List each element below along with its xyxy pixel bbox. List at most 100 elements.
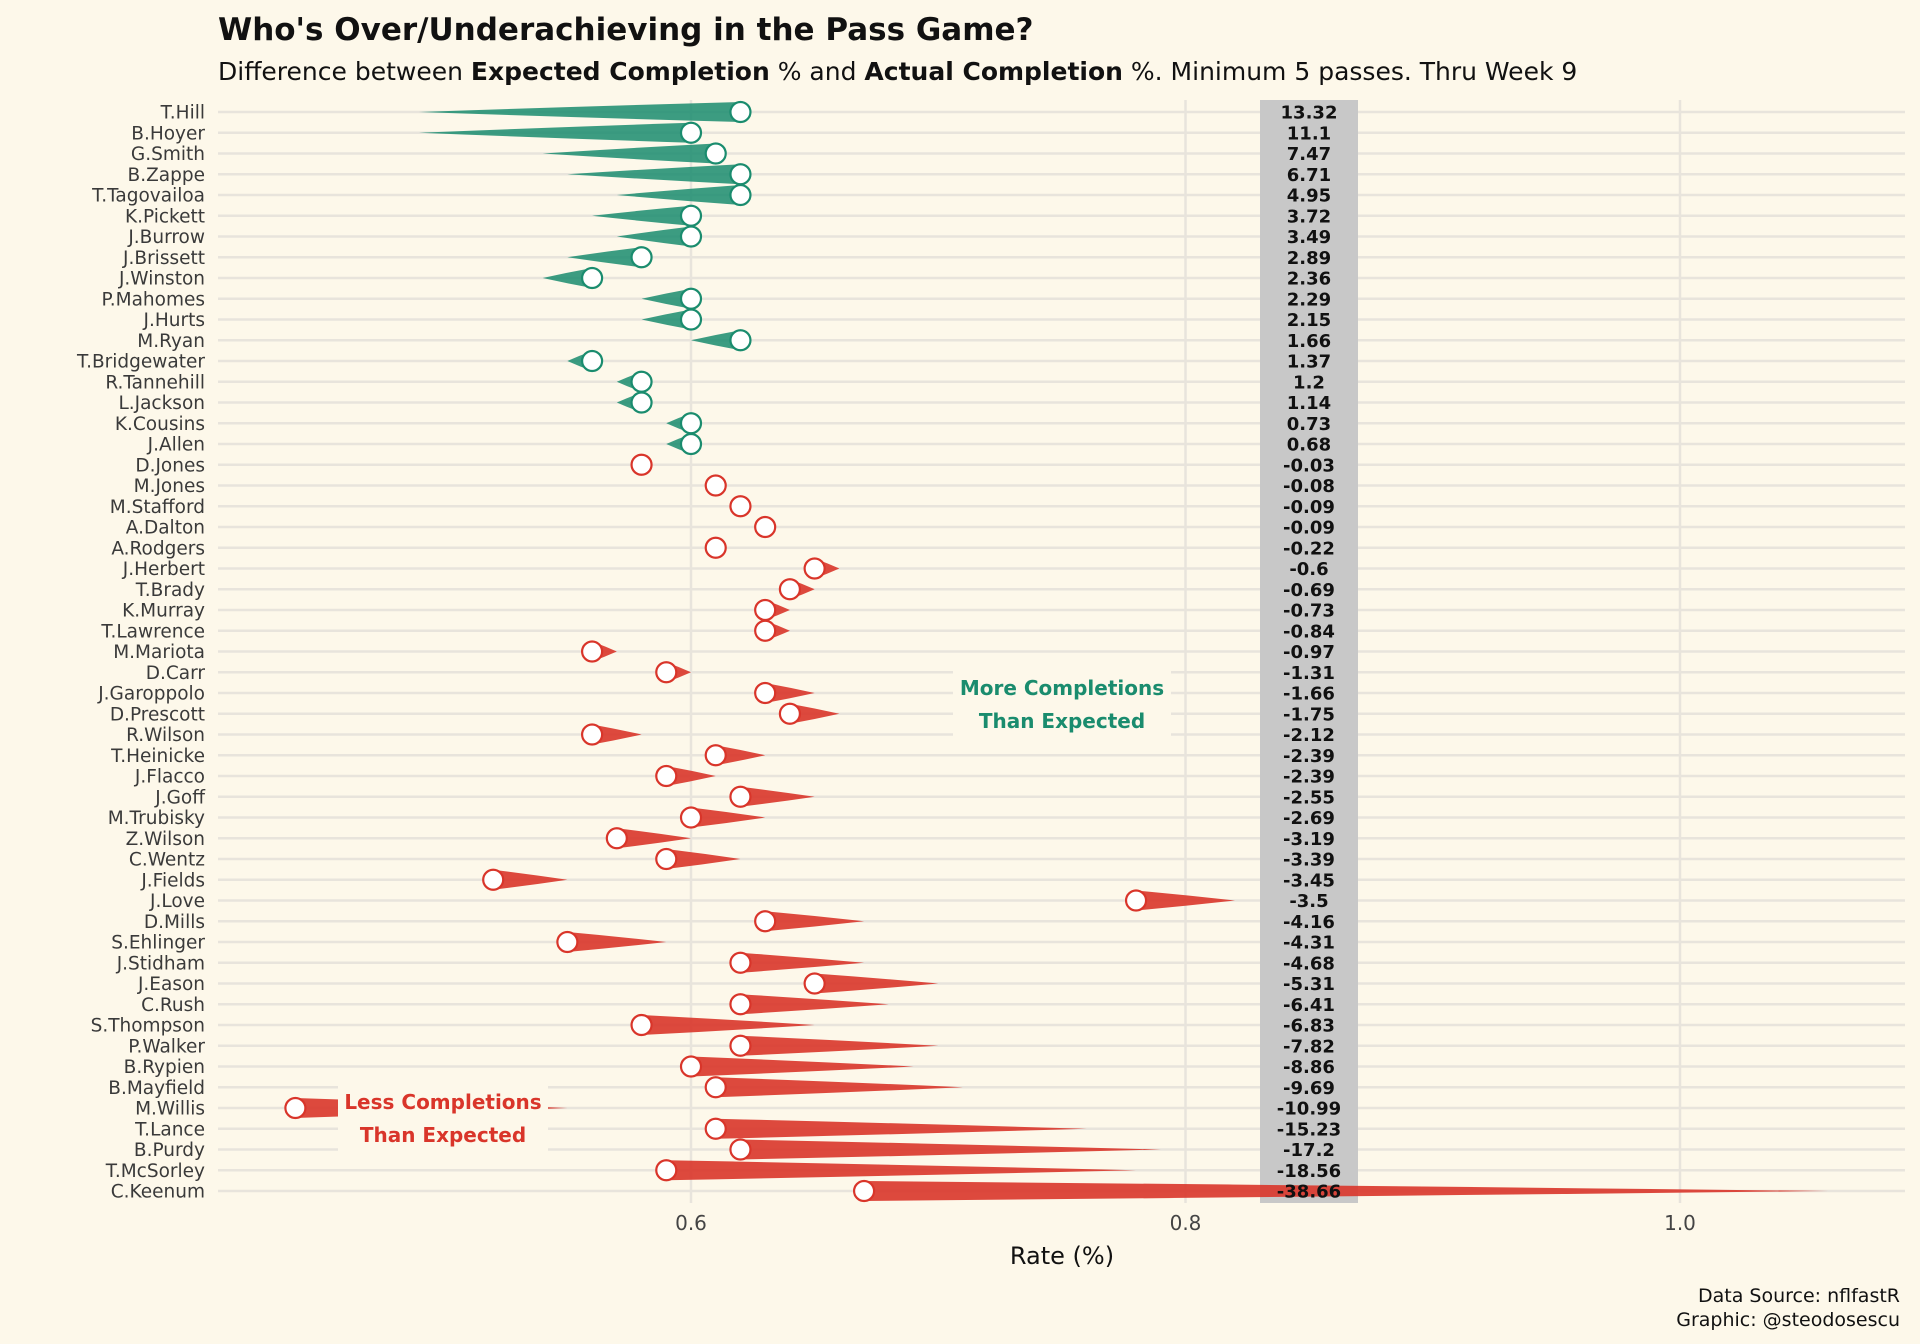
- player-label: P.Mahomes: [101, 289, 205, 310]
- difference-label: -0.69: [1283, 580, 1335, 601]
- actual-point: [729, 495, 752, 518]
- tail-mark: [592, 205, 691, 226]
- player-label: T.Tagovailoa: [91, 186, 205, 207]
- grid-layer: 0.6 0.8 1.0: [218, 100, 1905, 1235]
- actual-point: [679, 204, 703, 227]
- difference-label: 2.36: [1287, 269, 1331, 290]
- chart-subtitle: Difference between Expected Completion %…: [218, 57, 1577, 86]
- tail-mark: [765, 683, 815, 703]
- difference-label: -9.69: [1283, 1078, 1335, 1099]
- actual-point: [630, 1013, 653, 1037]
- actual-point: [580, 640, 604, 663]
- difference-label: -3.39: [1283, 850, 1335, 871]
- actual-point: [754, 598, 777, 622]
- actual-point: [580, 723, 604, 746]
- tail-mark: [641, 288, 691, 309]
- actual-point: [754, 910, 777, 933]
- actual-point: [778, 702, 802, 725]
- x-tick-label: 0.8: [1170, 1211, 1202, 1235]
- tail-mark: [542, 143, 716, 164]
- actual-point: [580, 349, 604, 373]
- actual-point: [679, 412, 703, 435]
- player-label: J.Winston: [118, 269, 205, 290]
- tail-mark: [740, 1035, 939, 1056]
- actual-point: [729, 100, 752, 124]
- actual-point: [803, 557, 826, 580]
- player-label: T.Bridgewater: [76, 352, 205, 373]
- tail-mark: [715, 1077, 963, 1098]
- actual-point: [630, 453, 653, 476]
- difference-label: 6.71: [1287, 165, 1331, 186]
- player-label: T.Lance: [134, 1119, 205, 1140]
- chart-title: Who's Over/Underachieving in the Pass Ga…: [218, 12, 1034, 48]
- player-label: J.Hurts: [143, 310, 205, 331]
- actual-point: [284, 1096, 307, 1120]
- difference-label: -2.55: [1283, 787, 1335, 808]
- tail-mark: [542, 268, 593, 288]
- actual-point: [729, 1034, 752, 1057]
- tail-mark: [616, 185, 741, 205]
- difference-label: 13.32: [1281, 103, 1338, 124]
- difference-label: -1.75: [1283, 704, 1335, 725]
- actual-point: [580, 266, 604, 290]
- actual-point: [754, 515, 777, 539]
- difference-label: -2.39: [1283, 746, 1335, 767]
- difference-label: -3.45: [1283, 870, 1335, 891]
- actual-point: [679, 121, 703, 144]
- player-label: G.Smith: [131, 144, 205, 165]
- difference-label: -3.5: [1289, 891, 1328, 912]
- difference-label: -6.83: [1283, 1016, 1335, 1037]
- difference-label: 0.68: [1287, 435, 1331, 456]
- tail-mark: [691, 330, 741, 351]
- player-label: R.Tannehill: [105, 372, 205, 393]
- annotation-over: More Completions Than Expected: [953, 670, 1171, 738]
- difference-label: 4.95: [1287, 186, 1331, 207]
- player-label: R.Wilson: [126, 725, 205, 746]
- player-label: M.Jones: [134, 476, 205, 497]
- tail-mark: [616, 828, 691, 849]
- difference-label: 7.47: [1287, 144, 1331, 165]
- actual-point: [729, 329, 752, 352]
- player-label: B.Hoyer: [131, 123, 205, 144]
- annotation-under-line2: Than Expected: [360, 1123, 526, 1147]
- actual-point: [852, 1179, 876, 1203]
- player-label: B.Rypien: [124, 1057, 205, 1078]
- player-label: J.Garoppolo: [97, 684, 205, 705]
- player-label: B.Mayfield: [108, 1078, 205, 1099]
- difference-label: -4.31: [1283, 933, 1335, 954]
- difference-label: -1.66: [1283, 684, 1335, 705]
- difference-label: -0.73: [1283, 601, 1335, 622]
- difference-label: -17.2: [1283, 1140, 1335, 1161]
- difference-label: -0.09: [1283, 497, 1335, 518]
- difference-label: -4.68: [1283, 953, 1335, 974]
- player-label: J.Herbert: [122, 559, 205, 580]
- tail-mark: [715, 1118, 1087, 1139]
- tail-mark: [814, 973, 939, 994]
- player-label: L.Jackson: [118, 393, 205, 414]
- difference-label: -1.31: [1283, 663, 1335, 684]
- x-tick-label: 1.0: [1664, 1211, 1696, 1235]
- player-label: D.Mills: [144, 912, 205, 933]
- actual-point: [729, 163, 752, 186]
- difference-label: -6.41: [1283, 995, 1335, 1016]
- player-label: J.Stidham: [116, 953, 205, 974]
- annotation-over-line2: Than Expected: [979, 709, 1145, 733]
- labels-layer: T.Hill 13.32 B.Hoyer 11.1 G.Smith 7.47 B.Zappe…: [76, 103, 1341, 1203]
- actual-point: [679, 225, 703, 248]
- actual-point: [679, 1055, 703, 1078]
- player-label: A.Rodgers: [111, 538, 205, 559]
- player-label: T.McSorley: [105, 1161, 205, 1182]
- tail-mark: [666, 1160, 1137, 1181]
- player-label: C.Wentz: [129, 850, 205, 871]
- tail-mark: [740, 786, 815, 807]
- player-label: T.Hill: [160, 103, 205, 124]
- difference-label: -3.19: [1283, 829, 1335, 850]
- tail-mark: [740, 994, 889, 1015]
- annotation-over-background: [953, 670, 1171, 738]
- player-label: K.Pickett: [125, 206, 205, 227]
- actual-point: [655, 847, 678, 871]
- tail-mark: [740, 952, 865, 973]
- annotation-under: Less Completions Than Expected: [338, 1084, 548, 1152]
- actual-point: [630, 391, 653, 414]
